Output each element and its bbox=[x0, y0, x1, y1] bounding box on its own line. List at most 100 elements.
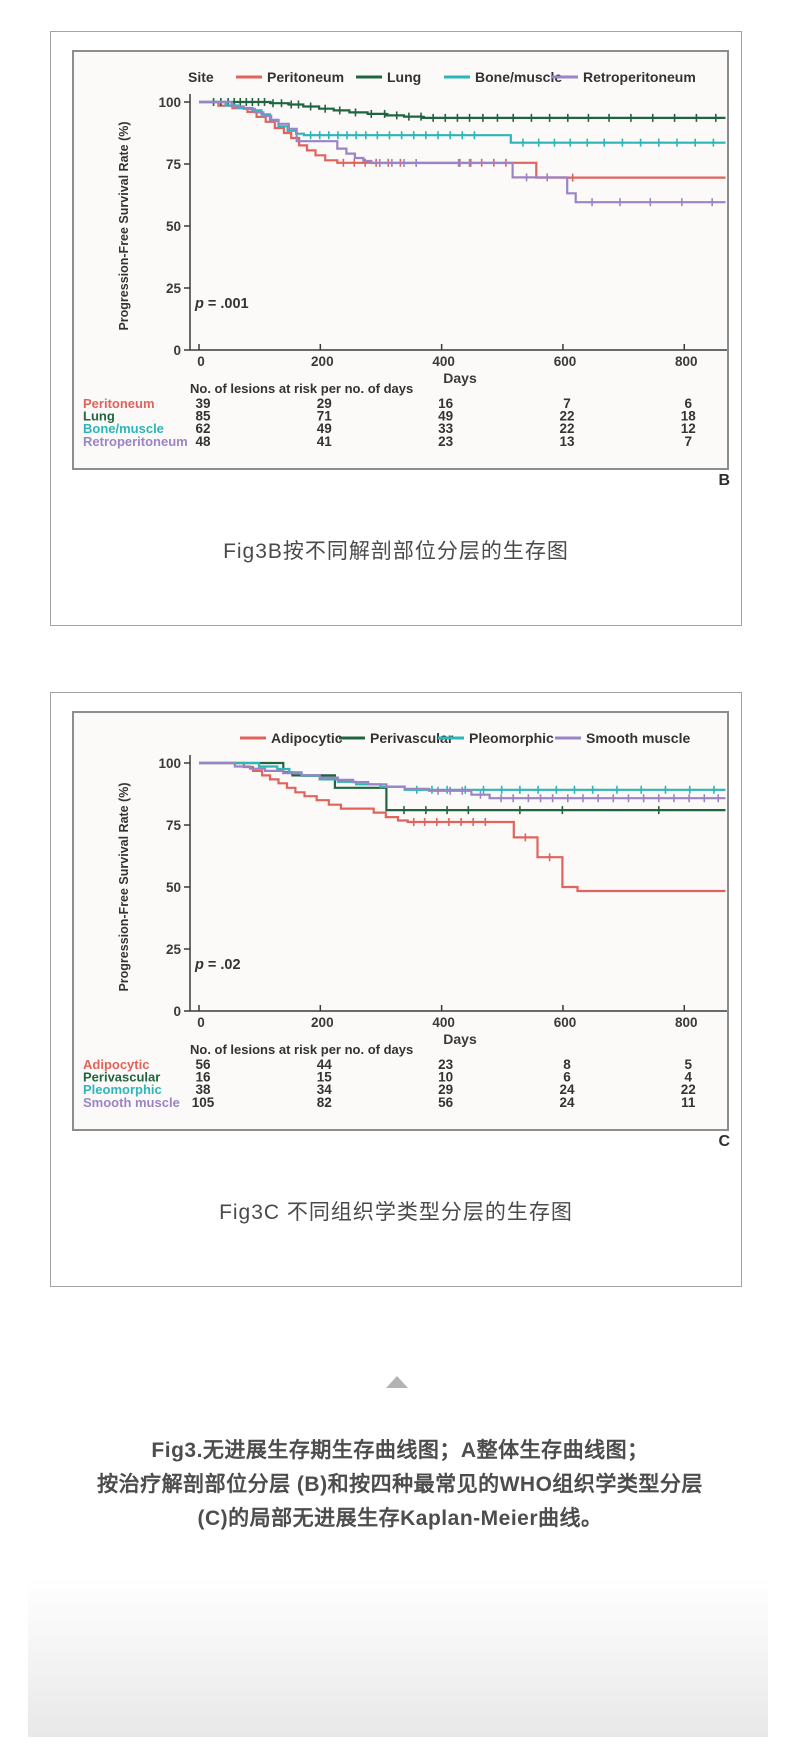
risk-table: No. of lesions at risk per no. of days Ad… bbox=[83, 1042, 696, 1110]
risk-count: 44 bbox=[317, 1057, 333, 1072]
risk-count: 6 bbox=[563, 1070, 571, 1085]
legend: Site Peritoneum Lung Bone/muscle Retroperito… bbox=[188, 69, 696, 85]
risk-count: 5 bbox=[685, 1057, 693, 1072]
x-axis-title: Days bbox=[443, 370, 477, 386]
svg-text:600: 600 bbox=[554, 1015, 577, 1030]
risk-row-label: Peritoneum bbox=[83, 396, 155, 411]
triangle-up-icon bbox=[386, 1376, 408, 1388]
risk-table-header: No. of lesions at risk per no. of days bbox=[190, 381, 413, 396]
legend-label: Smooth muscle bbox=[586, 730, 690, 746]
svg-text:200: 200 bbox=[311, 354, 334, 369]
p-value: p = .02 bbox=[194, 957, 241, 973]
x-axis-title: Days bbox=[443, 1031, 477, 1047]
legend-label: Retroperitoneum bbox=[583, 69, 696, 85]
axes bbox=[184, 94, 727, 351]
risk-row-label: Perivascular bbox=[83, 1070, 160, 1085]
svg-text:25: 25 bbox=[166, 942, 182, 957]
risk-count: 22 bbox=[681, 1082, 696, 1097]
risk-count: 49 bbox=[438, 409, 453, 424]
figure-b-caption: Fig3B按不同解剖部位分层的生存图 bbox=[223, 540, 569, 563]
svg-text:100: 100 bbox=[158, 95, 181, 110]
legend-label: Peritoneum bbox=[267, 69, 344, 85]
svg-text:75: 75 bbox=[166, 157, 182, 172]
risk-count: 34 bbox=[317, 1082, 333, 1097]
summary-line-1: Fig3.无进展生存期生存曲线图；A整体生存曲线图； bbox=[151, 1439, 649, 1462]
svg-text:0: 0 bbox=[173, 343, 181, 358]
risk-row-label: Lung bbox=[83, 409, 115, 424]
svg-text:800: 800 bbox=[675, 1015, 698, 1030]
footer-gradient-panel bbox=[28, 1577, 768, 1737]
risk-row-label: Bone/muscle bbox=[83, 421, 164, 436]
risk-count: 12 bbox=[681, 421, 696, 436]
risk-count: 24 bbox=[559, 1095, 575, 1110]
risk-count: 16 bbox=[438, 396, 454, 411]
svg-text:400: 400 bbox=[432, 354, 455, 369]
risk-count: 71 bbox=[317, 409, 333, 424]
legend-label: Perivascular bbox=[370, 730, 454, 746]
risk-count: 56 bbox=[195, 1057, 211, 1072]
risk-count: 6 bbox=[685, 396, 693, 411]
risk-count: 49 bbox=[317, 421, 332, 436]
svg-text:200: 200 bbox=[311, 1015, 334, 1030]
risk-count: 23 bbox=[438, 434, 454, 449]
risk-count: 33 bbox=[438, 421, 454, 436]
summary-line-2: 按治疗解剖部位分层 (B)和按四种最常见的WHO组织学类型分层 bbox=[97, 1473, 703, 1496]
risk-count: 29 bbox=[438, 1082, 453, 1097]
risk-count: 56 bbox=[438, 1095, 454, 1110]
svg-text:50: 50 bbox=[166, 880, 181, 895]
risk-count: 48 bbox=[195, 434, 211, 449]
risk-table-header: No. of lesions at risk per no. of days bbox=[190, 1042, 413, 1057]
figure-b-card: Site Peritoneum Lung Bone/muscle Retroperito… bbox=[50, 31, 742, 626]
risk-count: 62 bbox=[195, 421, 210, 436]
svg-text:0: 0 bbox=[197, 354, 205, 369]
figure-c-image-frame: Adipocytic Perivascular Pleomorphic Smooth … bbox=[72, 711, 729, 1131]
risk-count: 8 bbox=[563, 1057, 571, 1072]
risk-count: 22 bbox=[559, 421, 574, 436]
risk-count: 23 bbox=[438, 1057, 454, 1072]
kaplan-meier-chart-b: Site Peritoneum Lung Bone/muscle Retroperito… bbox=[74, 52, 727, 468]
risk-table: No. of lesions at risk per no. of days Pe… bbox=[83, 381, 696, 449]
risk-count: 85 bbox=[195, 409, 211, 424]
risk-count: 82 bbox=[317, 1095, 332, 1110]
risk-count: 39 bbox=[195, 396, 210, 411]
tick-labels: 0 25 50 75 100 0 200 400 600 800 Days bbox=[158, 95, 697, 386]
legend-label: Bone/muscle bbox=[475, 69, 562, 85]
risk-row-label: Pleomorphic bbox=[83, 1082, 162, 1097]
svg-text:0: 0 bbox=[197, 1015, 205, 1030]
svg-text:0: 0 bbox=[173, 1004, 181, 1019]
series-retroperitoneum bbox=[199, 100, 726, 207]
risk-count: 7 bbox=[685, 434, 693, 449]
svg-text:75: 75 bbox=[166, 818, 182, 833]
risk-count: 4 bbox=[685, 1070, 693, 1085]
legend-label: Pleomorphic bbox=[469, 730, 554, 746]
svg-text:600: 600 bbox=[554, 354, 577, 369]
risk-count: 18 bbox=[681, 409, 697, 424]
svg-text:50: 50 bbox=[166, 219, 181, 234]
figure-b-image-frame: Site Peritoneum Lung Bone/muscle Retroperito… bbox=[72, 50, 729, 470]
summary-line-3: (C)的局部无进展生存Kaplan-Meier曲线。 bbox=[197, 1507, 603, 1530]
legend: Adipocytic Perivascular Pleomorphic Smooth … bbox=[240, 730, 690, 746]
risk-count: 24 bbox=[559, 1082, 575, 1097]
risk-count: 11 bbox=[681, 1095, 696, 1110]
risk-count: 38 bbox=[195, 1082, 211, 1097]
svg-text:100: 100 bbox=[158, 756, 181, 771]
figure-c-card: Adipocytic Perivascular Pleomorphic Smooth … bbox=[50, 692, 742, 1287]
tick-labels: 0 25 50 75 100 0 200 400 600 800 Days bbox=[158, 756, 697, 1047]
svg-text:25: 25 bbox=[166, 281, 182, 296]
svg-text:800: 800 bbox=[675, 354, 698, 369]
risk-row-label: Adipocytic bbox=[83, 1057, 149, 1072]
risk-count: 105 bbox=[192, 1095, 215, 1110]
p-value: p = .001 bbox=[194, 296, 249, 312]
risk-count: 7 bbox=[563, 396, 571, 411]
series-smooth-muscle bbox=[199, 761, 726, 803]
risk-count: 10 bbox=[438, 1070, 453, 1085]
panel-letter-b: B bbox=[718, 472, 730, 489]
series-adipocytic bbox=[199, 761, 726, 893]
risk-count: 41 bbox=[317, 434, 333, 449]
legend-title: Site bbox=[188, 69, 214, 85]
risk-count: 22 bbox=[559, 409, 574, 424]
risk-count: 16 bbox=[195, 1070, 211, 1085]
risk-row-label: Smooth muscle bbox=[83, 1095, 180, 1110]
risk-count: 13 bbox=[559, 434, 575, 449]
